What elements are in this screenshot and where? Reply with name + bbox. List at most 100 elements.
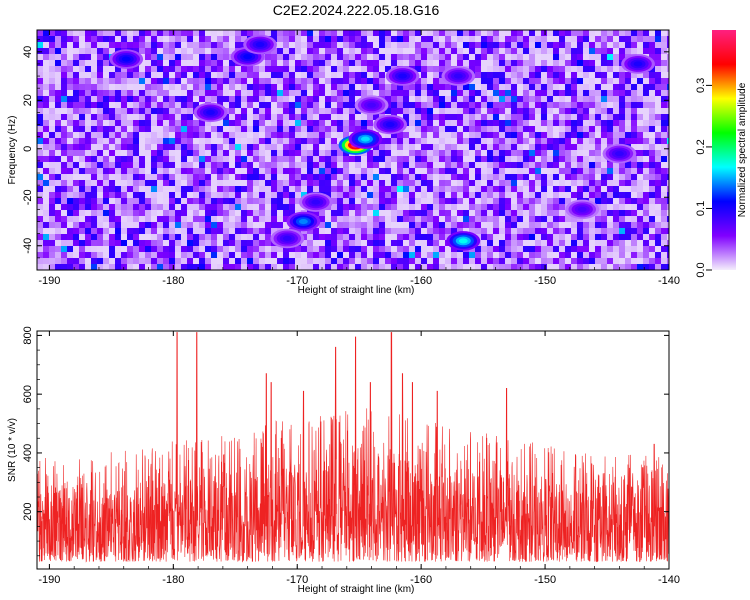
heatmap-cell (67, 30, 74, 37)
heatmap-cell (55, 114, 62, 121)
heatmap-cell (547, 174, 554, 181)
heatmap-cell (91, 72, 98, 79)
heatmap-cell (637, 132, 644, 139)
heatmap-cell (655, 138, 662, 145)
heatmap-cell (523, 60, 530, 67)
heatmap-y-tick-label: 40 (22, 46, 34, 58)
heatmap-cell (187, 42, 194, 49)
heatmap-cell (625, 96, 632, 103)
heatmap-cell (439, 54, 446, 61)
heatmap-cell (79, 48, 86, 55)
heatmap-cell (217, 204, 224, 211)
heatmap-cell (43, 60, 50, 67)
heatmap-cell (667, 192, 669, 199)
heatmap-cell (643, 84, 650, 91)
heatmap-cell (529, 90, 536, 97)
heatmap-cell (259, 66, 266, 73)
heatmap-x-axis-label: Height of straight line (km) (298, 285, 415, 296)
heatmap-cell (193, 60, 200, 67)
heatmap-cell (493, 66, 500, 73)
heatmap-cell (199, 258, 206, 265)
heatmap-cell (55, 174, 62, 181)
heatmap-peak (311, 199, 321, 205)
heatmap-cell (595, 210, 602, 217)
heatmap-cell (601, 36, 608, 43)
heatmap-cell (97, 258, 104, 265)
heatmap-cell (145, 126, 152, 133)
heatmap-cell (493, 96, 500, 103)
heatmap-cell (205, 210, 212, 217)
heatmap-cell (397, 30, 404, 37)
heatmap-cell (169, 114, 176, 121)
heatmap-cell (193, 36, 200, 43)
heatmap-cell (589, 102, 596, 109)
heatmap-cell (577, 60, 584, 67)
heatmap-cell (535, 198, 542, 205)
heatmap-cell (595, 156, 602, 163)
heatmap-cell (529, 258, 536, 265)
snr-x-tick-label: -180 (162, 574, 184, 586)
heatmap-cell (97, 42, 104, 49)
heatmap-cell (169, 120, 176, 127)
heatmap-cell (421, 72, 428, 79)
heatmap-cell (151, 210, 158, 217)
heatmap-cell (295, 102, 302, 109)
heatmap-cell (109, 258, 116, 265)
heatmap-cell (175, 78, 182, 85)
heatmap-cell (37, 168, 44, 175)
heatmap-cell (145, 198, 152, 205)
heatmap-cell (199, 126, 206, 133)
heatmap-cell (373, 66, 380, 73)
heatmap-cell (565, 60, 572, 67)
heatmap-cell (649, 54, 656, 61)
heatmap-cell (625, 246, 632, 253)
heatmap-cell (427, 222, 434, 229)
heatmap-cell (157, 222, 164, 229)
heatmap-cell (331, 42, 338, 49)
heatmap-cell (175, 198, 182, 205)
heatmap-cell (313, 66, 320, 73)
heatmap-cell (289, 132, 296, 139)
heatmap-cell (73, 246, 80, 253)
heatmap-cell (205, 138, 212, 145)
heatmap-cell (625, 90, 632, 97)
heatmap-cell (271, 60, 278, 67)
heatmap-cell (427, 228, 434, 235)
heatmap-cell (475, 48, 482, 55)
heatmap-cell (325, 174, 332, 181)
heatmap-cell (493, 186, 500, 193)
heatmap-cell (379, 210, 386, 217)
heatmap-cell (73, 132, 80, 139)
heatmap-cell (319, 222, 326, 229)
heatmap-cell (175, 120, 182, 127)
heatmap-cell (373, 180, 380, 187)
heatmap-cell (103, 180, 110, 187)
heatmap-cell (271, 198, 278, 205)
heatmap-cell (487, 228, 494, 235)
heatmap-cell (79, 162, 86, 169)
heatmap-cell (283, 42, 290, 49)
heatmap-cell (457, 96, 464, 103)
heatmap-cell (535, 246, 542, 253)
heatmap-cell (631, 186, 638, 193)
heatmap-cell (487, 252, 494, 259)
heatmap-cell (559, 102, 566, 109)
heatmap-cell (343, 48, 350, 55)
heatmap-cell (115, 78, 122, 85)
heatmap-cell (187, 234, 194, 241)
heatmap-cell (481, 204, 488, 211)
heatmap-cell (547, 60, 554, 67)
heatmap-cell (421, 264, 428, 270)
heatmap-cell (529, 150, 536, 157)
heatmap-cell (547, 246, 554, 253)
heatmap-cell (277, 198, 284, 205)
heatmap-cell (187, 60, 194, 67)
heatmap-cell (193, 192, 200, 199)
heatmap-cell (655, 102, 662, 109)
heatmap-cell (343, 204, 350, 211)
heatmap-cell (349, 186, 356, 193)
heatmap-cell (37, 222, 44, 229)
heatmap-cell (307, 72, 314, 79)
heatmap-cell (37, 246, 44, 253)
heatmap-cell (547, 186, 554, 193)
